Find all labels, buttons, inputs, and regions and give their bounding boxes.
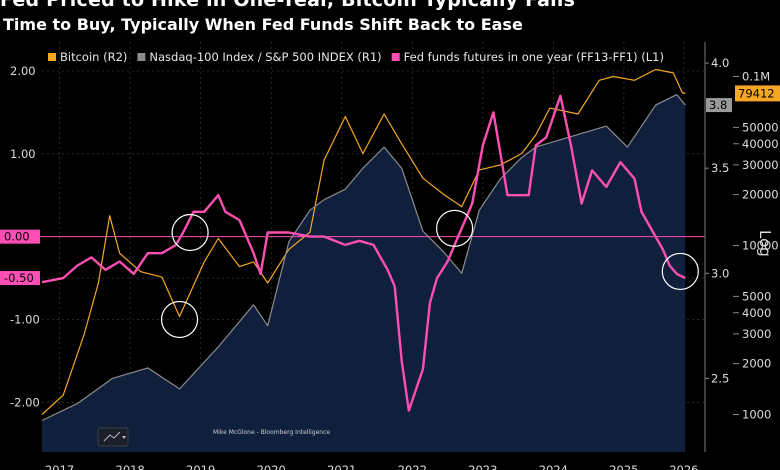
left-axis-tick-label: -2.00 (10, 395, 40, 409)
right-axis-2-tick-label: 4000 (742, 306, 771, 320)
legend-swatch (48, 53, 56, 61)
right-axis-2-tick-label: 3000 (742, 327, 771, 341)
legend-swatch (391, 53, 400, 61)
left-axis-tick-label: -1.00 (10, 312, 40, 326)
right-axis-2-tick-label: 5000 (742, 289, 771, 303)
annotation-circle (160, 300, 199, 339)
series-area-nasdaq-sp (42, 94, 686, 452)
right-axis-2-tick-label: 2000 (742, 357, 771, 371)
x-axis-tick-label: 2024 (539, 463, 568, 470)
right-axis-2-tick-label: 40000 (742, 137, 779, 151)
line-chart-icon (103, 431, 121, 442)
legend-bitcoin[interactable]: Bitcoin (R2) (48, 50, 127, 64)
legend-swatch (137, 53, 146, 61)
right-axis-2-tick-label: 20000 (742, 188, 779, 202)
series-line-fed-funds (41, 94, 686, 412)
x-axis-tick-label: 2026 (669, 463, 698, 470)
left-axis-tick-label: 1.00 (10, 147, 36, 161)
left-axis-tick-label: -0.50 (4, 271, 34, 285)
left-axis-tick-label: 2.00 (10, 64, 36, 78)
x-axis-tick-label: 2021 (327, 463, 356, 470)
right-axis-2-tick-label: 1000 (742, 408, 771, 422)
series-line-bitcoin (41, 68, 686, 415)
x-axis-tick-label: 2025 (609, 463, 638, 470)
left-axis-tick-label: 0.00 (4, 230, 30, 244)
right-axis-1-tick-label: 4.0 (711, 56, 729, 70)
legend-nasdaq-sp[interactable]: Nasdaq-100 Index / S&P 500 INDEX (R1) (137, 50, 382, 64)
left-axis-highlight-box (0, 271, 40, 286)
log-scale-label: Log (756, 230, 774, 257)
chart-type-button[interactable] (97, 427, 129, 447)
chart-subtitle: Time to Buy, Typically When Fed Funds Sh… (3, 15, 523, 34)
left-axis-highlight-box (0, 229, 40, 244)
right-axis-2-tick-label: 30000 (742, 158, 779, 172)
nasdaq-sp-last-value-box (706, 98, 732, 113)
legend-label: Nasdaq-100 Index / S&P 500 INDEX (R1) (149, 50, 381, 64)
legend-label: Bitcoin (R2) (60, 50, 127, 64)
credit-text: Mike McGlone - Bloomberg Intelligence (213, 429, 330, 436)
chart-title: Fed Priced to Hike in One-Year, Bitcoin … (0, 0, 576, 11)
x-axis-tick-label: 2022 (398, 463, 427, 470)
series-line-nasdaq-sp (41, 93, 686, 422)
right-axis-2-tick-label: 0.1M (742, 69, 770, 83)
x-axis-tick-label: 2018 (116, 463, 145, 470)
nasdaq-sp-last-value: 3.8 (709, 98, 727, 112)
x-axis-tick-label: 2017 (45, 463, 74, 470)
legend-fed-funds[interactable]: Fed funds futures in one year (FF13-FF1)… (391, 50, 664, 64)
right-axis-2-tick-label: 50000 (742, 120, 779, 134)
x-axis-tick-label: 2020 (257, 463, 286, 470)
right-axis-2-tick-label: 10000 (742, 239, 779, 253)
chevron-down-icon (122, 436, 126, 439)
legend-label: Fed funds futures in one year (FF13-FF1)… (404, 50, 664, 64)
annotation-circle (171, 213, 209, 252)
legend: Bitcoin (R2) Nasdaq-100 Index / S&P 500 I… (48, 50, 664, 64)
right-axis-1-tick-label: 3.5 (711, 161, 729, 175)
annotation-circle (661, 252, 699, 291)
right-axis-1-tick-label: 2.5 (711, 371, 729, 385)
bitcoin-last-value: 79412 (738, 86, 775, 100)
right-axis-1-tick-label: 3.0 (711, 266, 729, 280)
annotation-circle (436, 209, 474, 247)
x-axis-tick-label: 2019 (186, 463, 215, 470)
x-axis-tick-label: 2023 (468, 463, 497, 470)
bitcoin-last-value-box (735, 85, 780, 102)
